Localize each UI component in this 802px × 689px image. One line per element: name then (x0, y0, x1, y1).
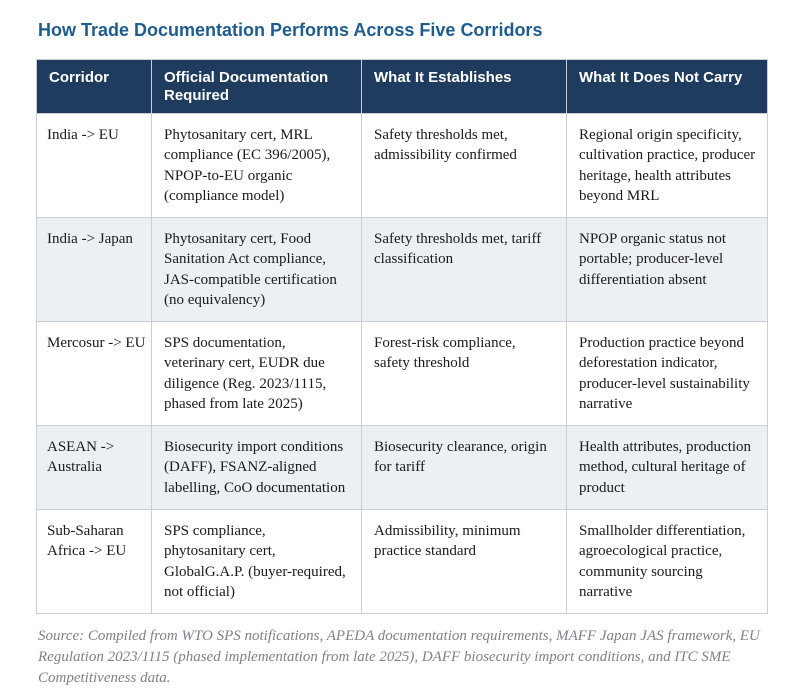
documentation-cell: SPS documentation, veterinary cert, EUDR… (151, 321, 362, 426)
not-carry-cell: Production practice beyond deforestation… (566, 321, 768, 426)
not-carry-cell: NPOP organic status not portable; produc… (566, 217, 768, 322)
table-row: Sub-Saharan Africa -> EU SPS compliance, … (36, 509, 768, 614)
not-carry-cell: Health attributes, production method, cu… (566, 425, 768, 510)
table-row: ASEAN -> Australia Biosecurity import con… (36, 425, 768, 510)
header-row: Corridor Official Documentation Required W… (36, 59, 768, 114)
corridor-cell: India -> Japan (36, 217, 152, 322)
corridors-table: Corridor Official Documentation Required W… (36, 59, 768, 614)
column-header-1: Official Documentation Required (151, 59, 362, 114)
not-carry-cell: Regional origin specificity, cultivation… (566, 113, 768, 218)
establishes-cell: Safety thresholds met, admissibility con… (361, 113, 567, 218)
column-header-2: What It Establishes (361, 59, 567, 114)
table-body: India -> EU Phytosanitary cert, MRL compl… (36, 113, 768, 614)
documentation-cell: Phytosanitary cert, Food Sanitation Act … (151, 217, 362, 322)
establishes-cell: Admissibility, minimum practice standard (361, 509, 567, 614)
corridor-cell: Mercosur -> EU (36, 321, 152, 426)
establishes-cell: Biosecurity clearance, origin for tariff (361, 425, 567, 510)
corridor-cell: Sub-Saharan Africa -> EU (36, 509, 152, 614)
documentation-cell: Biosecurity import conditions (DAFF), FS… (151, 425, 362, 510)
documentation-cell: Phytosanitary cert, MRL compliance (EC 3… (151, 113, 362, 218)
establishes-cell: Safety thresholds met, tariff classifica… (361, 217, 567, 322)
table-row: India -> Japan Phytosanitary cert, Food S… (36, 217, 768, 322)
not-carry-cell: Smallholder differentiation, agroecologi… (566, 509, 768, 614)
table-row: Mercosur -> EU SPS documentation, veterin… (36, 321, 768, 426)
documentation-cell: SPS compliance, phytosanitary cert, Glob… (151, 509, 362, 614)
table-row: India -> EU Phytosanitary cert, MRL compl… (36, 113, 768, 218)
page-title: How Trade Documentation Performs Across … (38, 20, 543, 40)
establishes-cell: Forest-risk compliance, safety threshold (361, 321, 567, 426)
corridor-cell: India -> EU (36, 113, 152, 218)
column-header-3: What It Does Not Carry (566, 59, 768, 114)
column-header-0: Corridor (36, 59, 152, 114)
source-note: Source: Compiled from WTO SPS notificati… (38, 628, 760, 686)
corridor-cell: ASEAN -> Australia (36, 425, 152, 510)
